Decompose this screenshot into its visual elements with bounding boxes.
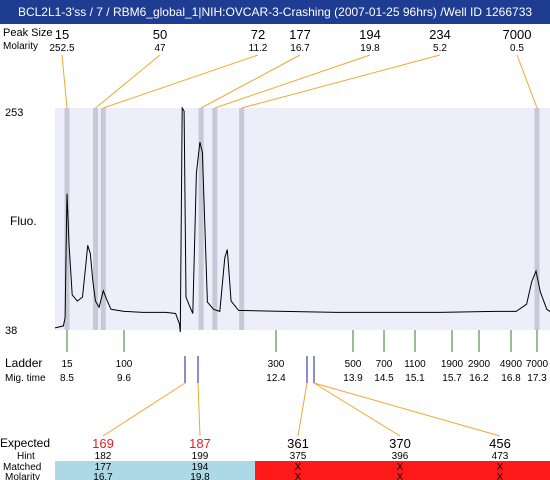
- peak-molarity: 5.2: [433, 43, 447, 54]
- ladder-size: 700: [376, 359, 393, 370]
- ladder-section: Ladder Mig. time 15 8.5 100 9.6 300 12.4 500 13.9…: [5, 330, 549, 384]
- matched-value: X: [295, 462, 302, 473]
- expected-size: 456: [489, 436, 511, 451]
- ladder-size: 300: [268, 359, 285, 370]
- ladder-time: 16.8: [501, 373, 521, 384]
- peak-connector: [61, 54, 68, 109]
- peak-band: [100, 108, 106, 330]
- electropherogram: Peak SizeMolarity15252.550477211.217716.…: [0, 27, 550, 480]
- matched-value: X: [397, 462, 404, 473]
- peak-molarity: 11.2: [249, 43, 268, 54]
- peak-connector: [95, 54, 161, 109]
- plot-area: [55, 108, 550, 330]
- peak-molarity: 19.8: [360, 43, 380, 54]
- matched-ok-band: [55, 461, 255, 480]
- ladder-time: 16.2: [469, 373, 489, 384]
- peak-band: [534, 108, 540, 330]
- peak-size: 177: [289, 27, 311, 42]
- peak-size: 194: [359, 27, 381, 42]
- matched-fail-band: [255, 461, 550, 480]
- peak-molarity: 252.5: [49, 43, 74, 54]
- ladder-time: 17.3: [527, 373, 547, 384]
- peak-connector: [214, 54, 371, 109]
- peak-band: [212, 108, 218, 330]
- matched-molarity: X: [497, 472, 504, 480]
- peak-size: 7000: [503, 27, 532, 42]
- ladder-size: 1900: [441, 359, 464, 370]
- peak-molarity: 0.5: [510, 43, 524, 54]
- ladder-time: 15.7: [442, 373, 462, 384]
- hint-value: 396: [392, 451, 409, 462]
- expected-connector: [297, 382, 308, 437]
- peak-band: [239, 108, 245, 330]
- matched-value: 177: [95, 462, 112, 473]
- hint-label: Hint: [17, 451, 35, 462]
- ladder-size: 4900: [500, 359, 523, 370]
- peak-size: 15: [55, 27, 69, 42]
- peak-size: 50: [153, 27, 167, 42]
- expected-size: 361: [287, 436, 309, 451]
- matched-molarity: 19.8: [190, 472, 210, 480]
- matched-value: X: [497, 462, 504, 473]
- hint-value: 473: [492, 451, 509, 462]
- y-tick-max: 253: [5, 107, 23, 119]
- ladder-time: 12.4: [266, 373, 286, 384]
- hint-value: 182: [95, 451, 112, 462]
- ladder-size: 500: [345, 359, 362, 370]
- peak-connectors: [61, 54, 538, 109]
- peak-size: 234: [429, 27, 451, 42]
- expected-size: 169: [92, 436, 114, 451]
- peak-molarity: 16.7: [290, 43, 310, 54]
- ladder-size: 1100: [404, 359, 426, 370]
- peak-connector: [516, 54, 538, 109]
- expected-connector: [197, 382, 201, 437]
- ladder-time: 15.1: [405, 373, 425, 384]
- expected-size: 187: [189, 436, 211, 451]
- y-axis-label: Fluo.: [10, 214, 37, 228]
- ladder-time: 9.6: [117, 373, 131, 384]
- ladder-size: 7000: [526, 359, 549, 370]
- window-title: BCL2L1-3'ss / 7 / RBM6_global_1|NIH:OVCA…: [0, 0, 550, 24]
- molarity-label: Molarity: [3, 41, 38, 52]
- matched-value: 194: [192, 462, 209, 473]
- ladder-size: 2900: [468, 359, 491, 370]
- mig-time-label: Mig. time: [5, 373, 46, 384]
- ladder-label: Ladder: [5, 356, 42, 370]
- expected-label: Expected: [0, 436, 50, 450]
- matched-label: Matched: [3, 462, 41, 473]
- peak-size: 72: [251, 27, 265, 42]
- matched-molarity: X: [397, 472, 404, 480]
- peak-connector: [103, 54, 259, 109]
- peak-band: [93, 108, 98, 330]
- peak-molarity: 47: [154, 43, 166, 54]
- expected-connector: [102, 382, 186, 437]
- ladder-time: 8.5: [60, 373, 74, 384]
- hint-value: 375: [290, 451, 307, 462]
- fluorescence-trace: [54, 106, 550, 333]
- matched-molarity: 16.7: [93, 472, 113, 480]
- expected-connector: [313, 382, 401, 437]
- peak-connector: [241, 54, 441, 109]
- bottom-molarity-label: Molarity: [5, 472, 40, 480]
- peak-size-label: Peak Size: [3, 27, 53, 39]
- expected-size: 370: [389, 436, 411, 451]
- peak-connector: [200, 54, 301, 109]
- ladder-time: 14.5: [374, 373, 394, 384]
- ladder-size: 15: [61, 359, 73, 370]
- ladder-size: 100: [116, 359, 133, 370]
- expected-connector: [313, 382, 501, 437]
- ladder-time: 13.9: [343, 373, 363, 384]
- peak-band: [198, 108, 204, 330]
- y-tick-min: 38: [5, 325, 17, 337]
- matched-molarity: X: [295, 472, 302, 480]
- hint-value: 199: [192, 451, 209, 462]
